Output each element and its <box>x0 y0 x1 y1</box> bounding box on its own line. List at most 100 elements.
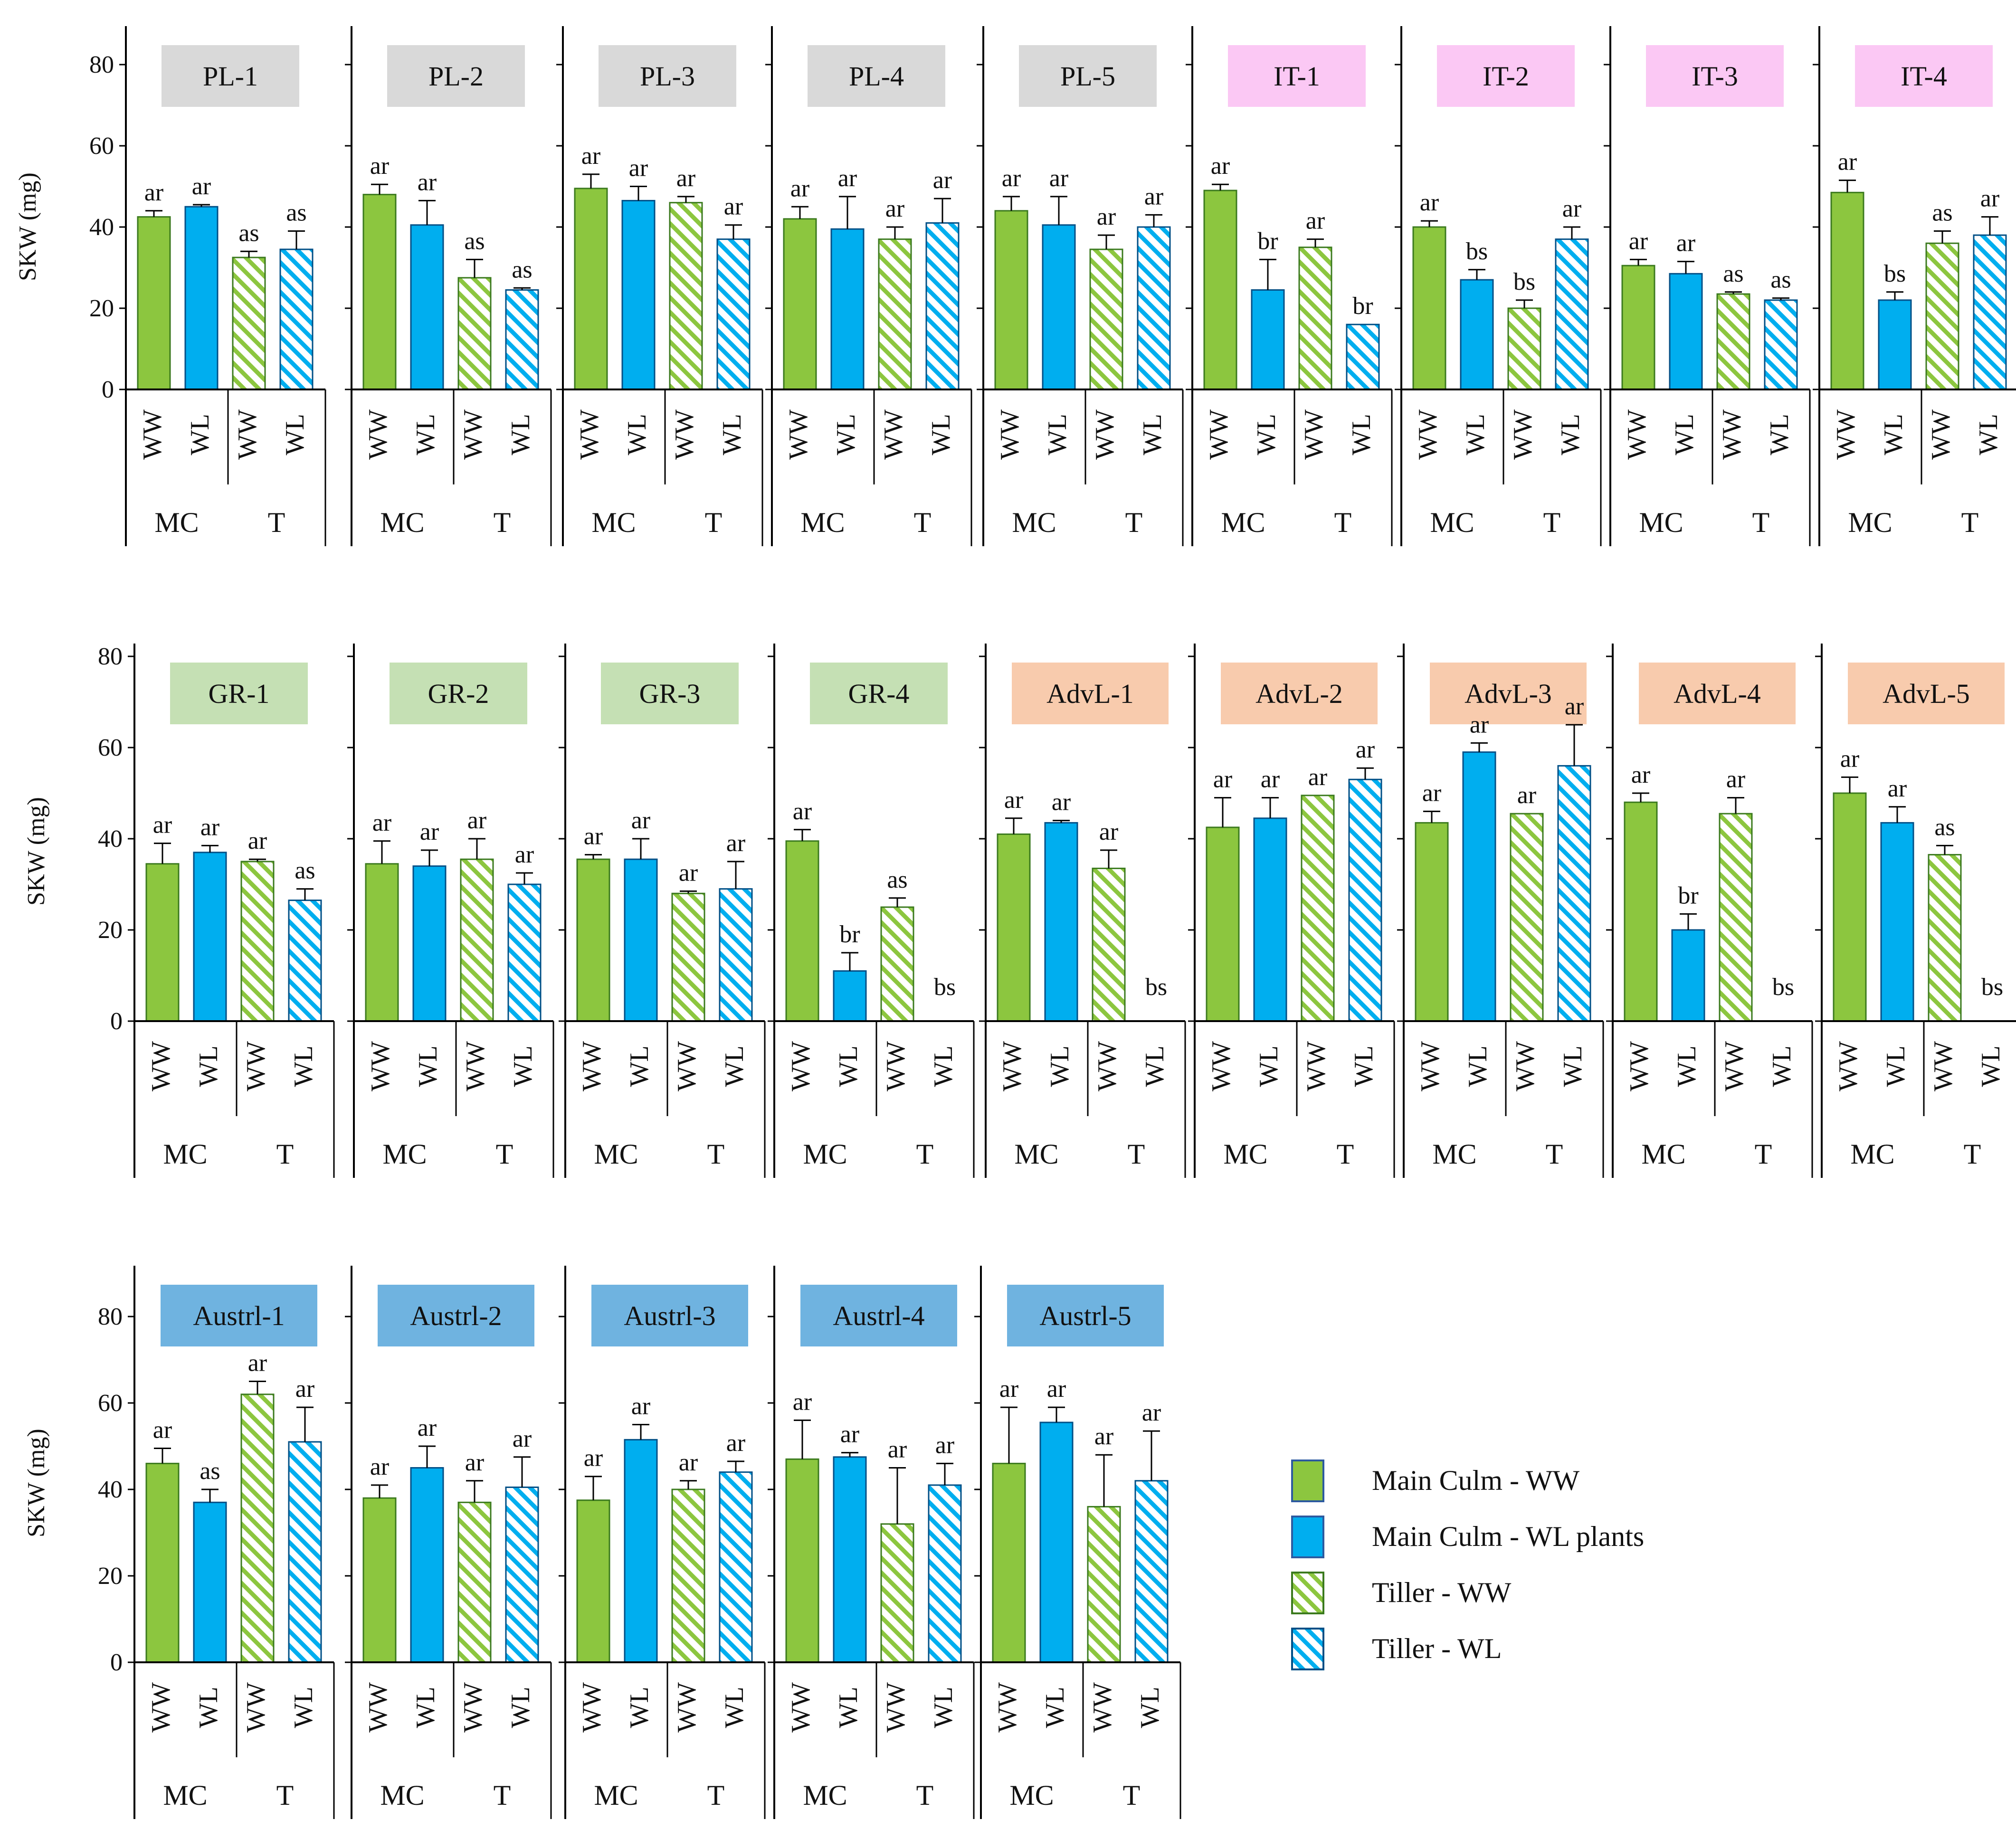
group-label: T <box>1755 1138 1772 1170</box>
bar-main-culm-ww <box>785 840 819 1022</box>
significance-label: ar <box>790 175 809 202</box>
significance-label: ar <box>192 173 211 200</box>
category-label: WW <box>461 1041 490 1091</box>
significance-label: br <box>1257 227 1278 255</box>
significance-label: bs <box>1513 268 1535 295</box>
bar-tiller-ww <box>1719 813 1753 1022</box>
panel-title: AdvL-1 <box>1046 678 1134 709</box>
panel-title: Austrl-4 <box>833 1300 924 1331</box>
panel-title-box <box>1430 663 1587 724</box>
bar-tiller-wl <box>719 1471 753 1663</box>
panel-title: GR-1 <box>209 678 270 709</box>
panel-title-box <box>378 1285 534 1346</box>
category-label: WW <box>784 409 813 460</box>
significance-label: ar <box>1356 736 1375 763</box>
legend-label: Tiller - WL <box>1372 1633 1502 1664</box>
panel-title: AdvL-2 <box>1255 678 1343 709</box>
group-label: MC <box>1012 507 1056 538</box>
panel-title-box <box>1646 45 1784 107</box>
category-label: WL <box>625 1687 654 1728</box>
category-label: WW <box>786 1041 816 1091</box>
category-label: WW <box>366 1041 395 1091</box>
significance-label: ar <box>144 179 163 206</box>
significance-label: ar <box>1562 195 1581 222</box>
bar-tiller-wl <box>279 248 314 390</box>
legend-label: Main Culm - WL plants <box>1372 1521 1644 1552</box>
bar-tiller-ww <box>1298 246 1332 390</box>
group-label: T <box>494 507 511 538</box>
category-label: WW <box>881 1682 911 1733</box>
panel-title-box <box>808 45 945 107</box>
bar-tiller-wl <box>1137 226 1171 390</box>
significance-label: ar <box>676 165 695 192</box>
significance-label: bs <box>1981 974 2003 1001</box>
bar-tiller-ww <box>457 277 492 390</box>
category-label: WW <box>241 1682 271 1733</box>
category-label: WL <box>1463 1045 1493 1087</box>
chart-panel-it-3: IT-3 ar ar as as WW WL WW WL MC T <box>1604 26 1811 546</box>
bar-main-culm-wl <box>833 1456 867 1663</box>
category-label: WL <box>720 1045 749 1087</box>
panel-title-box <box>162 45 299 107</box>
significance-label: ar <box>467 807 486 834</box>
bar-main-culm-ww <box>145 1462 180 1663</box>
category-label: WL <box>1881 1045 1911 1087</box>
group-label: MC <box>591 507 636 538</box>
bar-main-culm-ww <box>576 858 610 1022</box>
group-label: MC <box>380 507 424 538</box>
significance-label: ar <box>726 830 745 857</box>
bar-main-culm-wl <box>193 1501 227 1663</box>
significance-label: ar <box>724 193 743 220</box>
group-label: MC <box>154 507 199 538</box>
category-label: WL <box>929 1045 958 1087</box>
category-label: WW <box>146 1682 176 1733</box>
category-label: WL <box>1254 1045 1284 1087</box>
bar-tiller-ww <box>240 1393 275 1663</box>
category-label: WW <box>1204 409 1234 460</box>
y-tick-label: 20 <box>89 295 114 322</box>
bar-main-culm-wl <box>193 852 227 1022</box>
significance-label: ar <box>1094 1423 1113 1450</box>
panel-title: GR-3 <box>639 678 701 709</box>
bar-main-culm-wl <box>410 224 444 390</box>
bar-tiller-ww <box>1510 813 1544 1022</box>
significance-label: bs <box>1145 974 1167 1001</box>
bar-tiller-ww <box>460 858 494 1022</box>
bar-main-culm-ww <box>362 1497 397 1663</box>
significance-label: bs <box>934 974 956 1001</box>
category-label: WL <box>1672 1045 1702 1087</box>
category-label: WW <box>1834 1041 1863 1091</box>
bar-main-culm-ww <box>1206 826 1240 1022</box>
group-label: T <box>1964 1138 1981 1170</box>
significance-label: ar <box>420 818 439 845</box>
group-label: T <box>707 1138 725 1170</box>
significance-label: ar <box>465 1449 484 1476</box>
y-tick-label: 60 <box>89 133 114 160</box>
group-label: T <box>705 507 723 538</box>
significance-label: ar <box>840 1421 859 1448</box>
bar-tiller-wl <box>505 1486 539 1663</box>
y-axis-title: SKW (mg) <box>23 1429 50 1537</box>
category-label: WW <box>146 1041 176 1091</box>
group-label: MC <box>1639 507 1683 538</box>
significance-label: ar <box>1422 779 1441 806</box>
bar-main-culm-ww <box>1203 190 1237 390</box>
significance-label: ar <box>1980 185 1999 212</box>
category-label: WW <box>993 1682 1022 1733</box>
bar-tiller-ww <box>878 238 912 390</box>
significance-label: ar <box>838 165 857 192</box>
significance-label: ar <box>999 1375 1018 1403</box>
significance-label: ar <box>248 1350 267 1377</box>
category-label: WW <box>672 1041 702 1091</box>
bar-main-culm-ww <box>1412 226 1446 390</box>
bar-main-culm-wl <box>1039 1422 1074 1663</box>
panel-title: PL-2 <box>428 61 484 92</box>
chart-panel-it-4: IT-4 ar bs as ar WW WL WW WL MC T <box>1813 26 2016 546</box>
y-tick-label: 0 <box>102 376 114 403</box>
significance-label: as <box>295 857 315 884</box>
category-label: WW <box>1090 409 1120 460</box>
significance-label: ar <box>1517 782 1536 809</box>
bar-main-culm-wl <box>184 206 219 390</box>
significance-label: ar <box>584 823 603 850</box>
